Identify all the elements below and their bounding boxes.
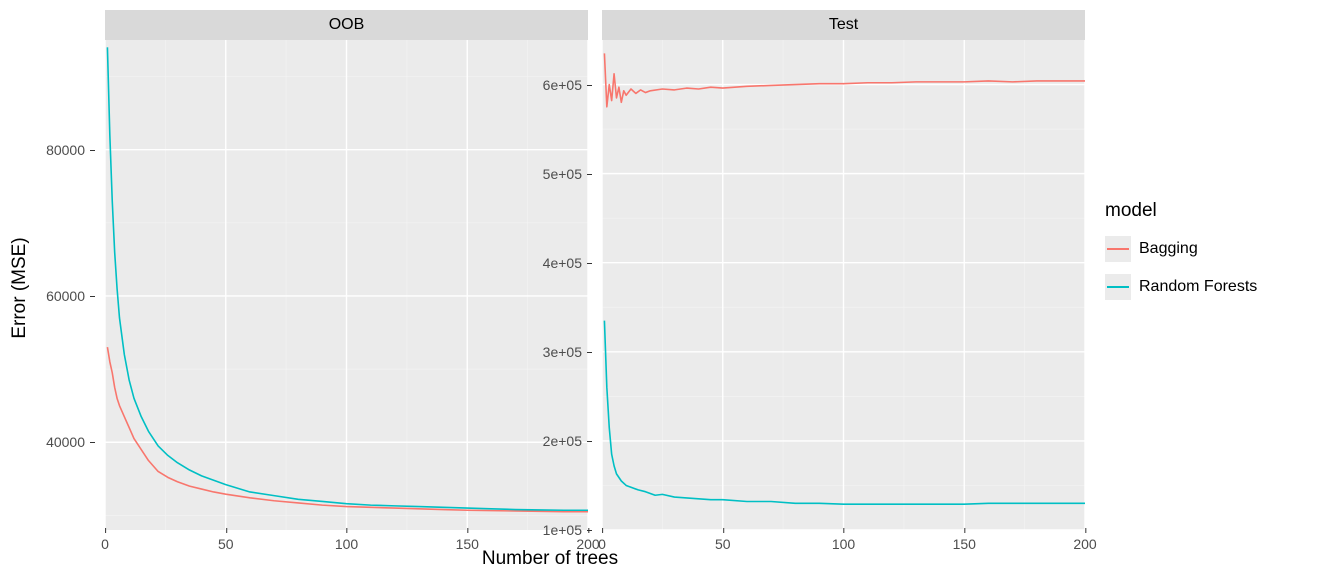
x-tick-labels: 050100150200 (105, 536, 588, 556)
y-tick-label: 80000 (46, 142, 95, 158)
facet-panel: Test1e+052e+053e+054e+055e+056e+05050100… (602, 10, 1085, 530)
panels-container: OOB400006000080000050100150200Test1e+052… (105, 10, 1085, 530)
x-tick-label: 200 (1073, 536, 1096, 552)
figure: Error (MSE) Number of trees OOB400006000… (0, 0, 1344, 576)
legend-item-label: Random Forests (1139, 278, 1257, 296)
x-tick-label: 150 (456, 536, 479, 552)
x-tick-label: 100 (832, 536, 855, 552)
plot-svg (105, 40, 588, 530)
y-tick-label: 40000 (46, 434, 95, 450)
plot-area: 400006000080000050100150200 (105, 40, 588, 530)
legend-key-icon (1105, 274, 1131, 300)
x-tick-label: 100 (335, 536, 358, 552)
y-tick-label: 1e+05 (543, 522, 592, 538)
series-line (107, 347, 588, 512)
legend-item-label: Bagging (1139, 240, 1198, 258)
y-tick-label: 60000 (46, 288, 95, 304)
x-tick-label: 50 (218, 536, 234, 552)
facet-panel: OOB400006000080000050100150200 (105, 10, 588, 530)
legend-item: Random Forests (1105, 274, 1257, 300)
x-tick-label: 0 (101, 536, 109, 552)
legend-key-icon (1105, 236, 1131, 262)
x-tick-label: 50 (715, 536, 731, 552)
y-tick-label: 6e+05 (543, 77, 592, 93)
y-tick-label: 2e+05 (543, 433, 592, 449)
facet-strip-title: Test (602, 10, 1085, 40)
legend-title: model (1105, 200, 1257, 222)
x-tick-label: 200 (576, 536, 599, 552)
facet-strip-title: OOB (105, 10, 588, 40)
y-tick-label: 3e+05 (543, 344, 592, 360)
series-line (107, 47, 588, 510)
y-axis-title: Error (MSE) (9, 237, 31, 338)
legend: model Bagging Random Forests (1105, 200, 1257, 312)
y-tick-label: 4e+05 (543, 255, 592, 271)
x-tick-labels: 050100150200 (602, 536, 1085, 556)
plot-svg (602, 40, 1085, 530)
series-line (604, 321, 1085, 505)
y-tick-label: 5e+05 (543, 166, 592, 182)
plot-area: 1e+052e+053e+054e+055e+056e+050501001502… (602, 40, 1085, 530)
x-tick-label: 0 (598, 536, 606, 552)
x-tick-label: 150 (953, 536, 976, 552)
series-line (604, 53, 1085, 106)
legend-item: Bagging (1105, 236, 1257, 262)
